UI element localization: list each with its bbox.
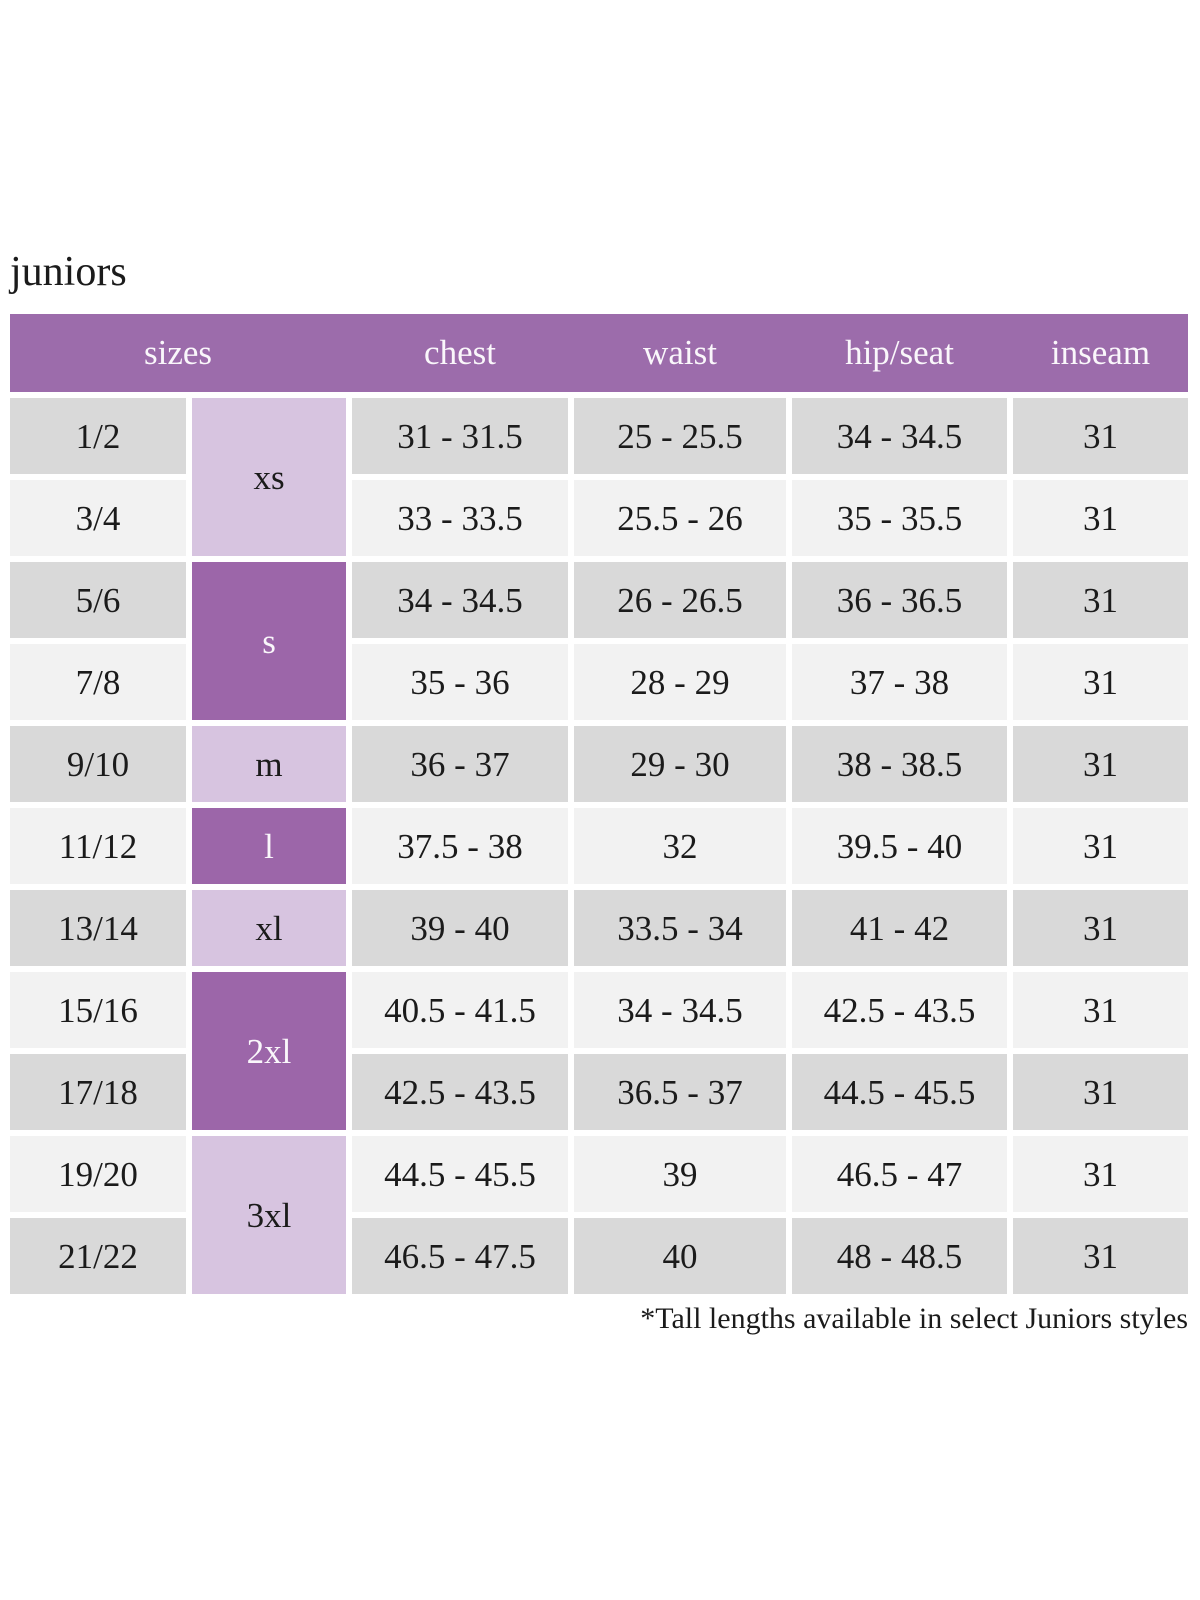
chest-cell: 34 - 34.5 <box>352 562 568 638</box>
hip-seat-cell: 42.5 - 43.5 <box>792 972 1007 1048</box>
inseam-cell: 31 <box>1013 644 1188 720</box>
hip-seat-cell: 46.5 - 47 <box>792 1136 1007 1212</box>
inseam-cell: 31 <box>1013 562 1188 638</box>
waist-cell: 39 <box>574 1136 786 1212</box>
chest-cell: 33 - 33.5 <box>352 480 568 556</box>
size-cell: 9/10 <box>10 726 186 802</box>
waist-cell: 32 <box>574 808 786 884</box>
waist-cell: 40 <box>574 1218 786 1294</box>
waist-cell: 36.5 - 37 <box>574 1054 786 1130</box>
hip-seat-cell: 41 - 42 <box>792 890 1007 966</box>
juniors-size-table: sizes chest waist hip/seat inseam 1/2 31 … <box>10 314 1188 1294</box>
size-cell: 5/6 <box>10 562 186 638</box>
column-header-chest: chest <box>424 333 496 372</box>
size-group-cell-m: m <box>192 726 346 802</box>
chest-cell: 37.5 - 38 <box>352 808 568 884</box>
waist-cell: 25.5 - 26 <box>574 480 786 556</box>
size-cell: 11/12 <box>10 808 186 884</box>
size-cell: 21/22 <box>10 1218 186 1294</box>
size-cell: 19/20 <box>10 1136 186 1212</box>
chest-cell: 35 - 36 <box>352 644 568 720</box>
inseam-cell: 31 <box>1013 1054 1188 1130</box>
hip-seat-cell: 44.5 - 45.5 <box>792 1054 1007 1130</box>
waist-cell: 25 - 25.5 <box>574 398 786 474</box>
size-group-cell-2xl: 2xl <box>192 972 346 1130</box>
hip-seat-cell: 37 - 38 <box>792 644 1007 720</box>
inseam-cell: 31 <box>1013 808 1188 884</box>
size-cell: 7/8 <box>10 644 186 720</box>
chest-cell: 40.5 - 41.5 <box>352 972 568 1048</box>
column-header-sizes: sizes <box>143 333 213 372</box>
inseam-cell: 31 <box>1013 890 1188 966</box>
chest-cell: 46.5 - 47.5 <box>352 1218 568 1294</box>
size-cell: 15/16 <box>10 972 186 1048</box>
waist-cell: 33.5 - 34 <box>574 890 786 966</box>
hip-seat-cell: 34 - 34.5 <box>792 398 1007 474</box>
waist-cell: 28 - 29 <box>574 644 786 720</box>
inseam-cell: 31 <box>1013 398 1188 474</box>
waist-cell: 26 - 26.5 <box>574 562 786 638</box>
inseam-cell: 31 <box>1013 972 1188 1048</box>
inseam-cell: 31 <box>1013 1218 1188 1294</box>
hip-seat-cell: 38 - 38.5 <box>792 726 1007 802</box>
hip-seat-cell: 48 - 48.5 <box>792 1218 1007 1294</box>
inseam-cell: 31 <box>1013 1136 1188 1212</box>
column-header-inseam: inseam <box>1050 333 1151 372</box>
chest-cell: 42.5 - 43.5 <box>352 1054 568 1130</box>
page-title: juniors <box>10 249 127 295</box>
size-cell: 1/2 <box>10 398 186 474</box>
inseam-cell: 31 <box>1013 726 1188 802</box>
size-cell: 13/14 <box>10 890 186 966</box>
hip-seat-cell: 36 - 36.5 <box>792 562 1007 638</box>
size-group-cell-s: s <box>192 562 346 720</box>
size-cell: 17/18 <box>10 1054 186 1130</box>
chest-cell: 44.5 - 45.5 <box>352 1136 568 1212</box>
size-group-cell-3xl: 3xl <box>192 1136 346 1294</box>
hip-seat-cell: 39.5 - 40 <box>792 808 1007 884</box>
size-group-cell-xl: xl <box>192 890 346 966</box>
inseam-cell: 31 <box>1013 480 1188 556</box>
column-header-waist: waist <box>643 333 717 372</box>
chest-cell: 39 - 40 <box>352 890 568 966</box>
column-header-hip-seat: hip/seat <box>845 333 954 372</box>
waist-cell: 34 - 34.5 <box>574 972 786 1048</box>
footnote: *Tall lengths available in select Junior… <box>640 1302 1188 1335</box>
size-cell: 3/4 <box>10 480 186 556</box>
chest-cell: 31 - 31.5 <box>352 398 568 474</box>
hip-seat-cell: 35 - 35.5 <box>792 480 1007 556</box>
size-group-cell-xs: xs <box>192 398 346 556</box>
waist-cell: 29 - 30 <box>574 726 786 802</box>
size-group-cell-l: l <box>192 808 346 884</box>
chest-cell: 36 - 37 <box>352 726 568 802</box>
table-header-background <box>10 314 1188 392</box>
